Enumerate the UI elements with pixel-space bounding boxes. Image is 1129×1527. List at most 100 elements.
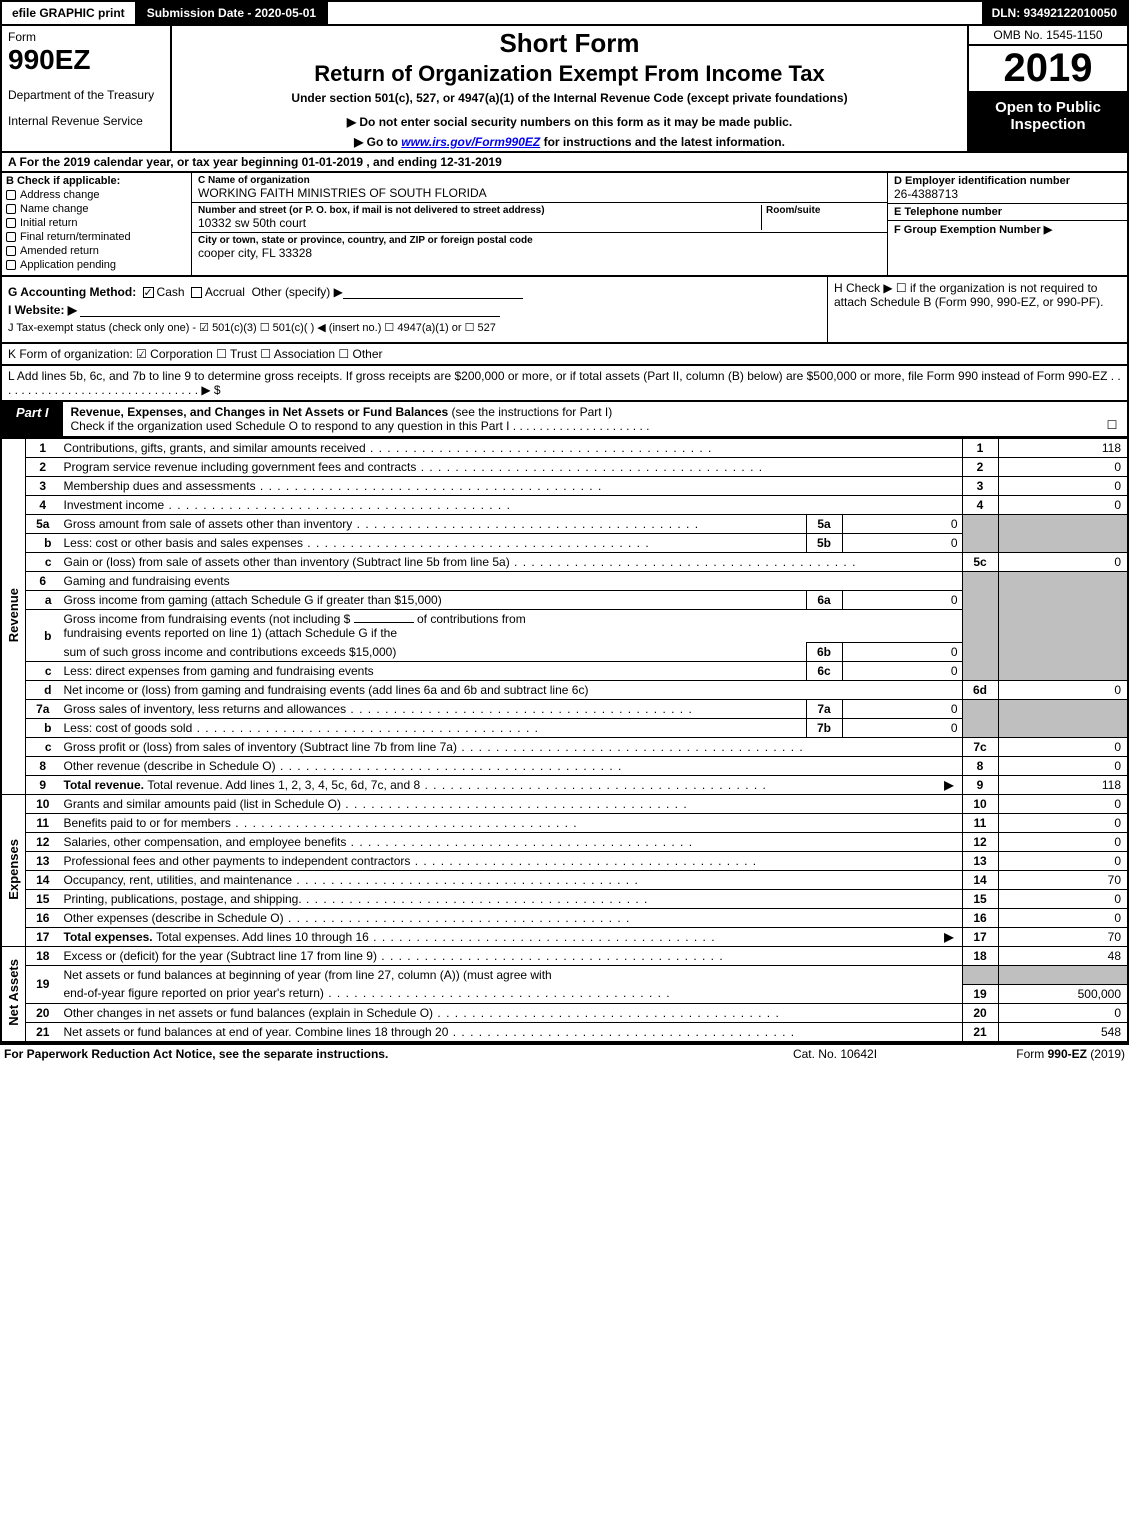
desc-5a: Gross amount from sale of assets other t… [60,515,807,534]
k-line: K Form of organization: ☑ Corporation ☐ … [0,344,1129,366]
chk-final-return[interactable]: Final return/terminated [6,231,187,243]
desc-18: Excess or (deficit) for the year (Subtra… [60,947,963,966]
ln-2: 2 [26,458,60,477]
ln-8: 8 [26,757,60,776]
desc-12: Salaries, other compensation, and employ… [60,833,963,852]
ln-18: 18 [26,947,60,966]
tax-year: 2019 [969,46,1127,93]
chk-amended-return[interactable]: Amended return [6,245,187,257]
chk-address-change[interactable]: Address change [6,189,187,201]
section-ghij: G Accounting Method: Cash Accrual Other … [0,277,1129,344]
desc-2: Program service revenue including govern… [60,458,963,477]
g-accrual-checkbox[interactable] [191,287,202,298]
boxlbl-7b: 7b [806,719,842,738]
val-4: 0 [998,496,1128,515]
val-8: 0 [998,757,1128,776]
chk-name-change[interactable]: Name change [6,203,187,215]
ssn-note: ▶ Do not enter social security numbers o… [180,115,959,129]
form-word: Form [8,30,164,44]
desc-5b: Less: cost or other basis and sales expe… [60,534,807,553]
ln-5a: 5a [26,515,60,534]
col-11: 11 [962,814,998,833]
col-6d: 6d [962,681,998,700]
part1-table: Revenue 1 Contributions, gifts, grants, … [0,438,1129,1043]
boxval-5b: 0 [842,534,962,553]
val-17: 70 [998,928,1128,947]
ln-13: 13 [26,852,60,871]
col-15: 15 [962,890,998,909]
ln-10: 10 [26,795,60,814]
footer-paperwork: For Paperwork Reduction Act Notice, see … [4,1047,745,1061]
shadeval-5 [998,515,1128,553]
goto-link[interactable]: www.irs.gov/Form990EZ [401,135,540,149]
val-5c: 0 [998,553,1128,572]
ln-14: 14 [26,871,60,890]
ln-11: 11 [26,814,60,833]
goto-line: ▶ Go to www.irs.gov/Form990EZ for instru… [180,135,959,149]
ln-12: 12 [26,833,60,852]
val-21: 548 [998,1022,1128,1042]
boxval-5a: 0 [842,515,962,534]
section-def: D Employer identification number 26-4388… [887,173,1127,275]
shadeval-6 [998,572,1128,681]
ln-6: 6 [26,572,60,591]
desc-7a: Gross sales of inventory, less returns a… [60,700,807,719]
section-bcdef: B Check if applicable: Address change Na… [0,173,1129,277]
shadeval-19 [998,966,1128,985]
g-other-input[interactable] [343,287,523,299]
efile-print-button[interactable]: efile GRAPHIC print [2,2,137,24]
c-name-row: C Name of organization WORKING FAITH MIN… [192,173,887,203]
val-16: 0 [998,909,1128,928]
desc-4: Investment income [60,496,963,515]
col-5c: 5c [962,553,998,572]
submission-date-button[interactable]: Submission Date - 2020-05-01 [137,2,328,24]
desc-6b-1: Gross income from fundraising events (no… [60,610,963,643]
part1-paren: (see the instructions for Part I) [452,405,613,419]
val-12: 0 [998,833,1128,852]
desc-10: Grants and similar amounts paid (list in… [60,795,963,814]
col-18: 18 [962,947,998,966]
ln-15: 15 [26,890,60,909]
header-mid: Short Form Return of Organization Exempt… [172,26,967,151]
ln-3: 3 [26,477,60,496]
ln-5c: c [26,553,60,572]
sidecat-netassets: Net Assets [1,947,26,1042]
val-18: 48 [998,947,1128,966]
chk-application-pending[interactable]: Application pending [6,259,187,271]
website-input[interactable] [80,305,500,317]
boxlbl-7a: 7a [806,700,842,719]
ln-21: 21 [26,1022,60,1042]
desc-5c: Gain or (loss) from sale of assets other… [60,553,963,572]
street-label: Number and street (or P. O. box, if mail… [198,205,761,216]
shade-19 [962,966,998,985]
boxlbl-6c: 6c [806,662,842,681]
org-name: WORKING FAITH MINISTRIES OF SOUTH FLORID… [198,186,881,200]
shadeval-7 [998,700,1128,738]
chk-initial-return[interactable]: Initial return [6,217,187,229]
desc-15: Printing, publications, postage, and shi… [60,890,963,909]
section-c: C Name of organization WORKING FAITH MIN… [192,173,887,275]
f-label: F Group Exemption Number ▶ [894,223,1121,236]
g-label: G Accounting Method: [8,285,136,299]
boxval-7a: 0 [842,700,962,719]
dept-irs: Internal Revenue Service [8,114,164,128]
under-section: Under section 501(c), 527, or 4947(a)(1)… [180,91,959,105]
val-2: 0 [998,458,1128,477]
c-city-row: City or town, state or province, country… [192,233,887,262]
part1-checkbox[interactable]: ☐ [1097,402,1127,436]
g-cash-checkbox[interactable] [143,287,154,298]
part1-title: Revenue, Expenses, and Changes in Net As… [71,405,449,419]
val-9: 118 [998,776,1128,795]
header-right: OMB No. 1545-1150 2019 Open to Public In… [967,26,1127,151]
ln-16: 16 [26,909,60,928]
desc-16: Other expenses (describe in Schedule O) [60,909,963,928]
shade-7 [962,700,998,738]
boxlbl-6a: 6a [806,591,842,610]
ln-19: 19 [26,966,60,1004]
ln-7c: c [26,738,60,757]
desc-6b-2: sum of such gross income and contributio… [60,643,807,662]
col-16: 16 [962,909,998,928]
val-15: 0 [998,890,1128,909]
col-20: 20 [962,1003,998,1022]
return-title: Return of Organization Exempt From Incom… [180,61,959,87]
